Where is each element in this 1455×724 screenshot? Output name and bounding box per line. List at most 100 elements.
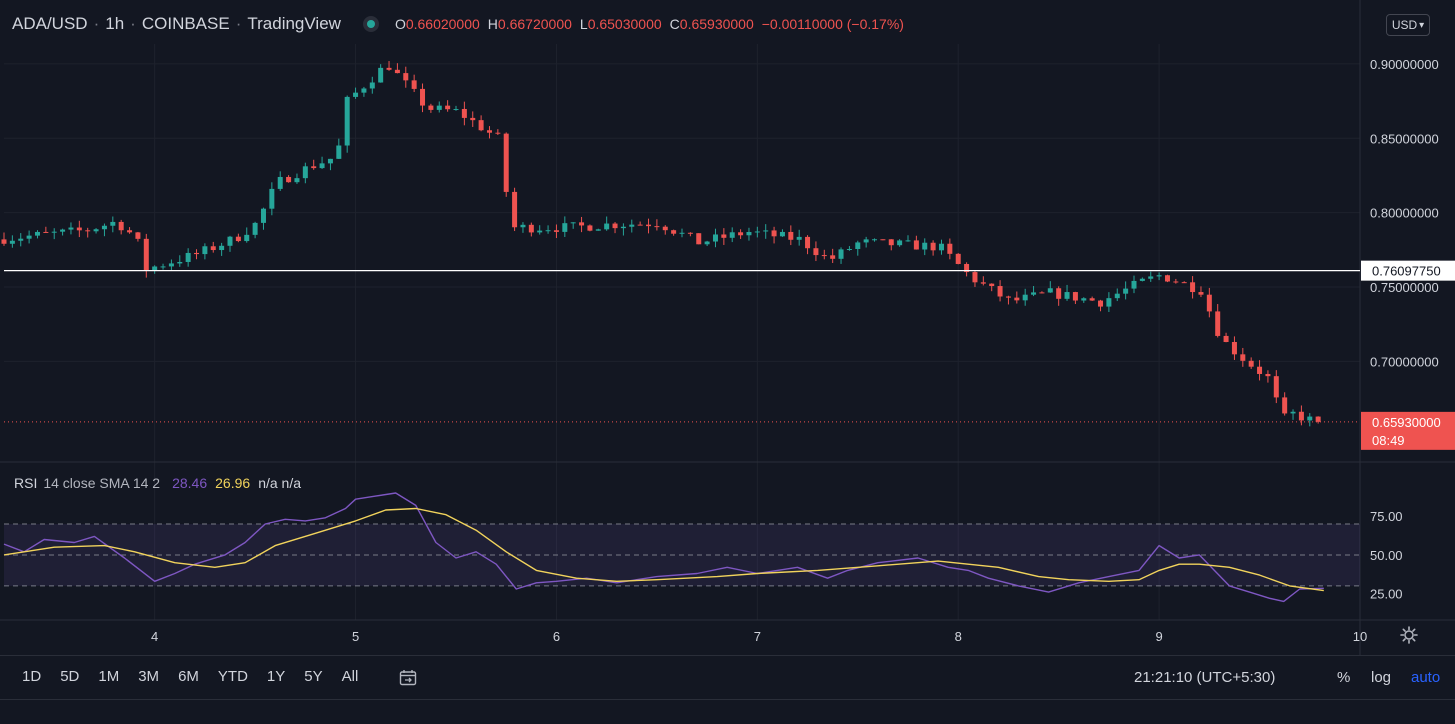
candle-body	[495, 132, 501, 134]
candle-body	[60, 229, 66, 232]
interval-label[interactable]: 1h	[105, 14, 125, 33]
high-value: 0.66720000	[497, 16, 572, 32]
candle-body	[486, 130, 492, 133]
rsi-sma-value: 26.96	[215, 475, 251, 491]
candle-body	[1298, 411, 1304, 421]
rsi-tick-label: 25.00	[1370, 587, 1403, 602]
range-button-5y[interactable]: 5Y	[304, 668, 323, 685]
range-button-5d[interactable]: 5D	[60, 668, 80, 685]
candle-body	[93, 229, 99, 232]
candle-body	[805, 236, 811, 249]
candle-body	[721, 234, 727, 238]
candle-body	[888, 239, 894, 246]
auto-scale-toggle[interactable]: auto	[1411, 669, 1441, 686]
gear-icon[interactable]	[1400, 626, 1418, 644]
symbol-name[interactable]: ADA/USD	[12, 14, 88, 33]
candle-body	[704, 241, 710, 245]
candle-body	[135, 232, 141, 239]
candle-body	[587, 225, 593, 231]
candle-body	[1265, 373, 1271, 377]
change-value: −0.00110000 (−0.17%)	[761, 16, 904, 32]
candle-body	[528, 224, 534, 233]
candle-body	[43, 231, 49, 233]
header-separator: ·	[130, 14, 136, 33]
candle-body	[520, 224, 526, 228]
candle-body	[1240, 354, 1246, 361]
candle-body	[277, 176, 283, 189]
currency-selector[interactable]: USD ▾	[1386, 14, 1430, 36]
candle-body	[754, 231, 760, 233]
timezone-clock[interactable]: 21:21:10 (UTC+5:30)	[1134, 669, 1276, 686]
candle-body	[294, 178, 300, 183]
range-button-3m[interactable]: 3M	[138, 668, 160, 685]
candle-body	[989, 283, 995, 287]
candle-body	[302, 166, 308, 179]
candle-body	[1164, 275, 1170, 282]
range-button-1y[interactable]: 1Y	[266, 668, 286, 685]
candle-body	[311, 166, 317, 169]
candle-body	[227, 236, 233, 246]
candle-body	[1, 239, 7, 244]
candle-body	[646, 224, 652, 227]
candle-body	[537, 230, 543, 233]
candle-body	[1014, 297, 1020, 301]
price-tick-label: 0.90000000	[1370, 57, 1439, 72]
candle-body	[470, 117, 476, 121]
range-button-1m[interactable]: 1M	[98, 668, 120, 685]
candle-body	[897, 240, 903, 246]
candle-body	[687, 232, 693, 234]
candle-body	[1315, 416, 1321, 422]
candle-body	[972, 272, 978, 283]
range-button-1d[interactable]: 1D	[22, 668, 42, 685]
candle-body	[9, 240, 15, 244]
range-button-ytd[interactable]: YTD	[217, 668, 248, 685]
candle-body	[185, 252, 191, 262]
range-button-6m[interactable]: 6M	[178, 668, 199, 685]
candle-body	[821, 255, 827, 257]
candle-body	[1231, 342, 1237, 355]
candle-body	[445, 105, 451, 110]
candles	[1, 61, 1321, 427]
candle-body	[1098, 300, 1104, 307]
rsi-legend[interactable]: RSI 14 close SMA 14 2 28.46 26.96 n/a n/…	[14, 475, 307, 491]
candle-body	[553, 230, 559, 232]
candle-body	[461, 108, 467, 118]
chart-canvas[interactable]: 0.90000000 0.85000000 0.80000000 0.75000000…	[0, 0, 1455, 655]
candle-body	[319, 163, 325, 169]
rsi-tick-label: 50.00	[1370, 548, 1403, 563]
candle-body	[76, 227, 82, 231]
candle-body	[1215, 311, 1221, 336]
candle-body	[101, 225, 107, 230]
log-scale-toggle[interactable]: log	[1371, 669, 1392, 686]
last-price-label: 0.65930000	[1372, 415, 1441, 430]
candle-body	[595, 229, 601, 231]
rsi-params: 14 close SMA 14 2	[43, 475, 161, 491]
calendar-goto-icon[interactable]	[399, 669, 417, 686]
candle-body	[763, 230, 769, 232]
candle-body	[1282, 397, 1288, 414]
candle-body	[260, 208, 266, 223]
candle-body	[637, 224, 643, 226]
time-tick-label: 6	[553, 629, 560, 644]
candle-body	[980, 282, 986, 284]
candle-body	[378, 67, 384, 83]
candle-body	[1273, 376, 1279, 398]
candle-body	[570, 222, 576, 224]
candle-body	[746, 232, 752, 236]
candle-body	[143, 238, 149, 271]
high-label: H	[487, 16, 498, 32]
candle-body	[905, 240, 911, 242]
market-status-icon[interactable]	[362, 16, 379, 32]
price-tick-label: 0.75000000	[1370, 280, 1439, 295]
candle-body	[947, 243, 953, 254]
candle-body	[252, 222, 258, 235]
percent-scale-toggle[interactable]: %	[1337, 669, 1351, 686]
candle-body	[210, 246, 216, 251]
range-button-all[interactable]: All	[341, 668, 359, 685]
bottom-strip	[0, 699, 1455, 724]
candle-body	[512, 191, 518, 228]
low-label: L	[579, 16, 588, 32]
candle-body	[403, 73, 409, 81]
candle-body	[1206, 294, 1212, 312]
candle-body	[168, 263, 174, 267]
